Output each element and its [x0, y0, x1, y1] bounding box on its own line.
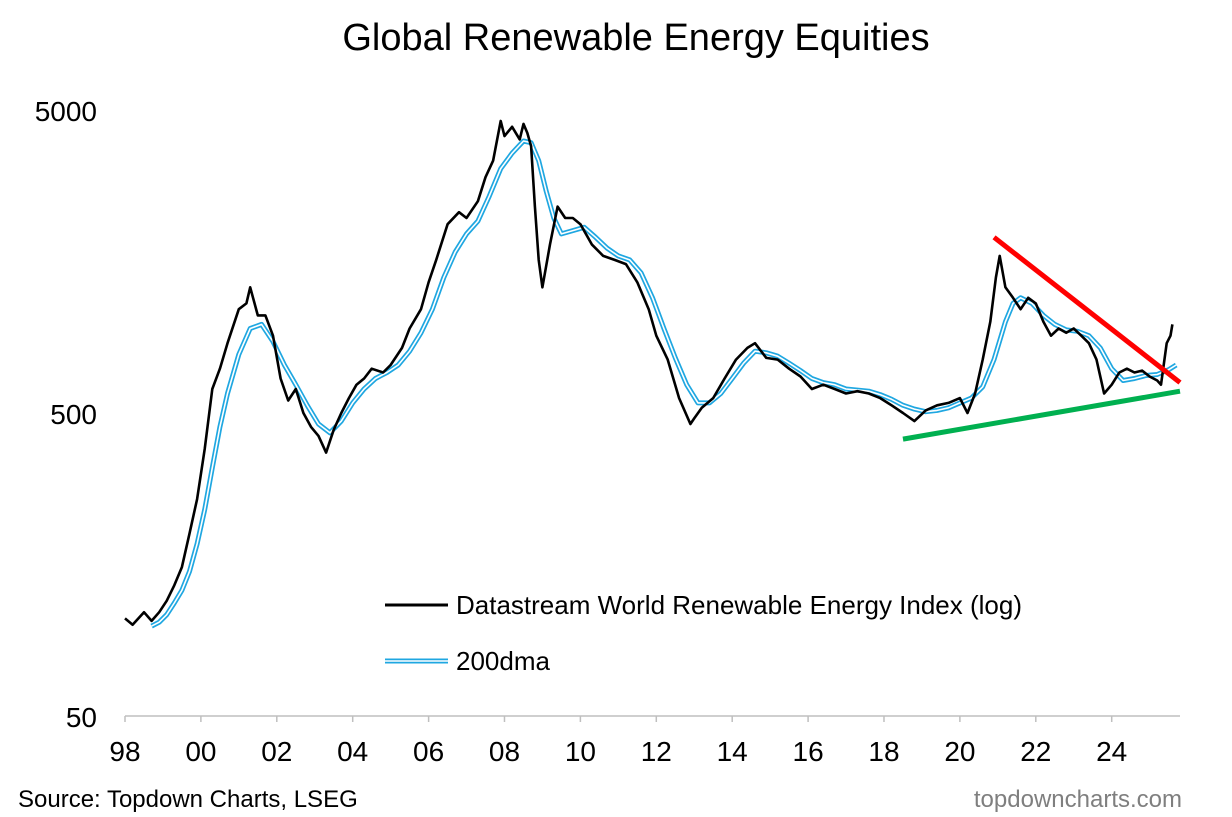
x-tick-label: 04	[337, 736, 368, 767]
series-line-200dma-inner	[151, 140, 1177, 627]
x-tick-label: 22	[1020, 736, 1051, 767]
x-tick-label: 24	[1096, 736, 1127, 767]
x-tick-label: 18	[868, 736, 899, 767]
series-line-200dma-outer	[150, 138, 1178, 629]
x-tick-label: 08	[489, 736, 520, 767]
legend: Datastream World Renewable Energy Index …	[385, 590, 1022, 676]
legend-label-200dma: 200dma	[456, 646, 550, 676]
y-tick-label: 5000	[35, 96, 97, 127]
series-line-renewable-index	[124, 119, 1174, 627]
x-tick-label: 12	[641, 736, 672, 767]
brand-watermark: topdowncharts.com	[973, 786, 1182, 813]
support-trendline	[902, 388, 1181, 442]
x-tick-label: 10	[565, 736, 596, 767]
x-tick-label: 14	[717, 736, 748, 767]
y-tick-label: 500	[50, 399, 97, 430]
y-tick-label: 50	[66, 702, 97, 733]
x-tick-label: 98	[109, 736, 140, 767]
source-note: Source: Topdown Charts, LSEG	[18, 786, 358, 813]
legend-label-index: Datastream World Renewable Energy Index …	[456, 590, 1022, 620]
chart-title: Global Renewable Energy Equities	[342, 17, 929, 59]
x-tick-label: 20	[944, 736, 975, 767]
y-axis-ticks: 50 500 5000	[35, 96, 97, 733]
series-layer	[124, 119, 1178, 629]
trendline-layer	[902, 235, 1182, 442]
x-tick-label: 06	[413, 736, 444, 767]
x-tick-label: 16	[793, 736, 824, 767]
x-tick-label: 02	[261, 736, 292, 767]
resistance-trendline	[992, 235, 1182, 385]
x-tick-label: 00	[185, 736, 216, 767]
x-axis-ticks: 98 00 02 04 06 08 10 12 14 16 18 20 22 24	[109, 716, 1127, 767]
